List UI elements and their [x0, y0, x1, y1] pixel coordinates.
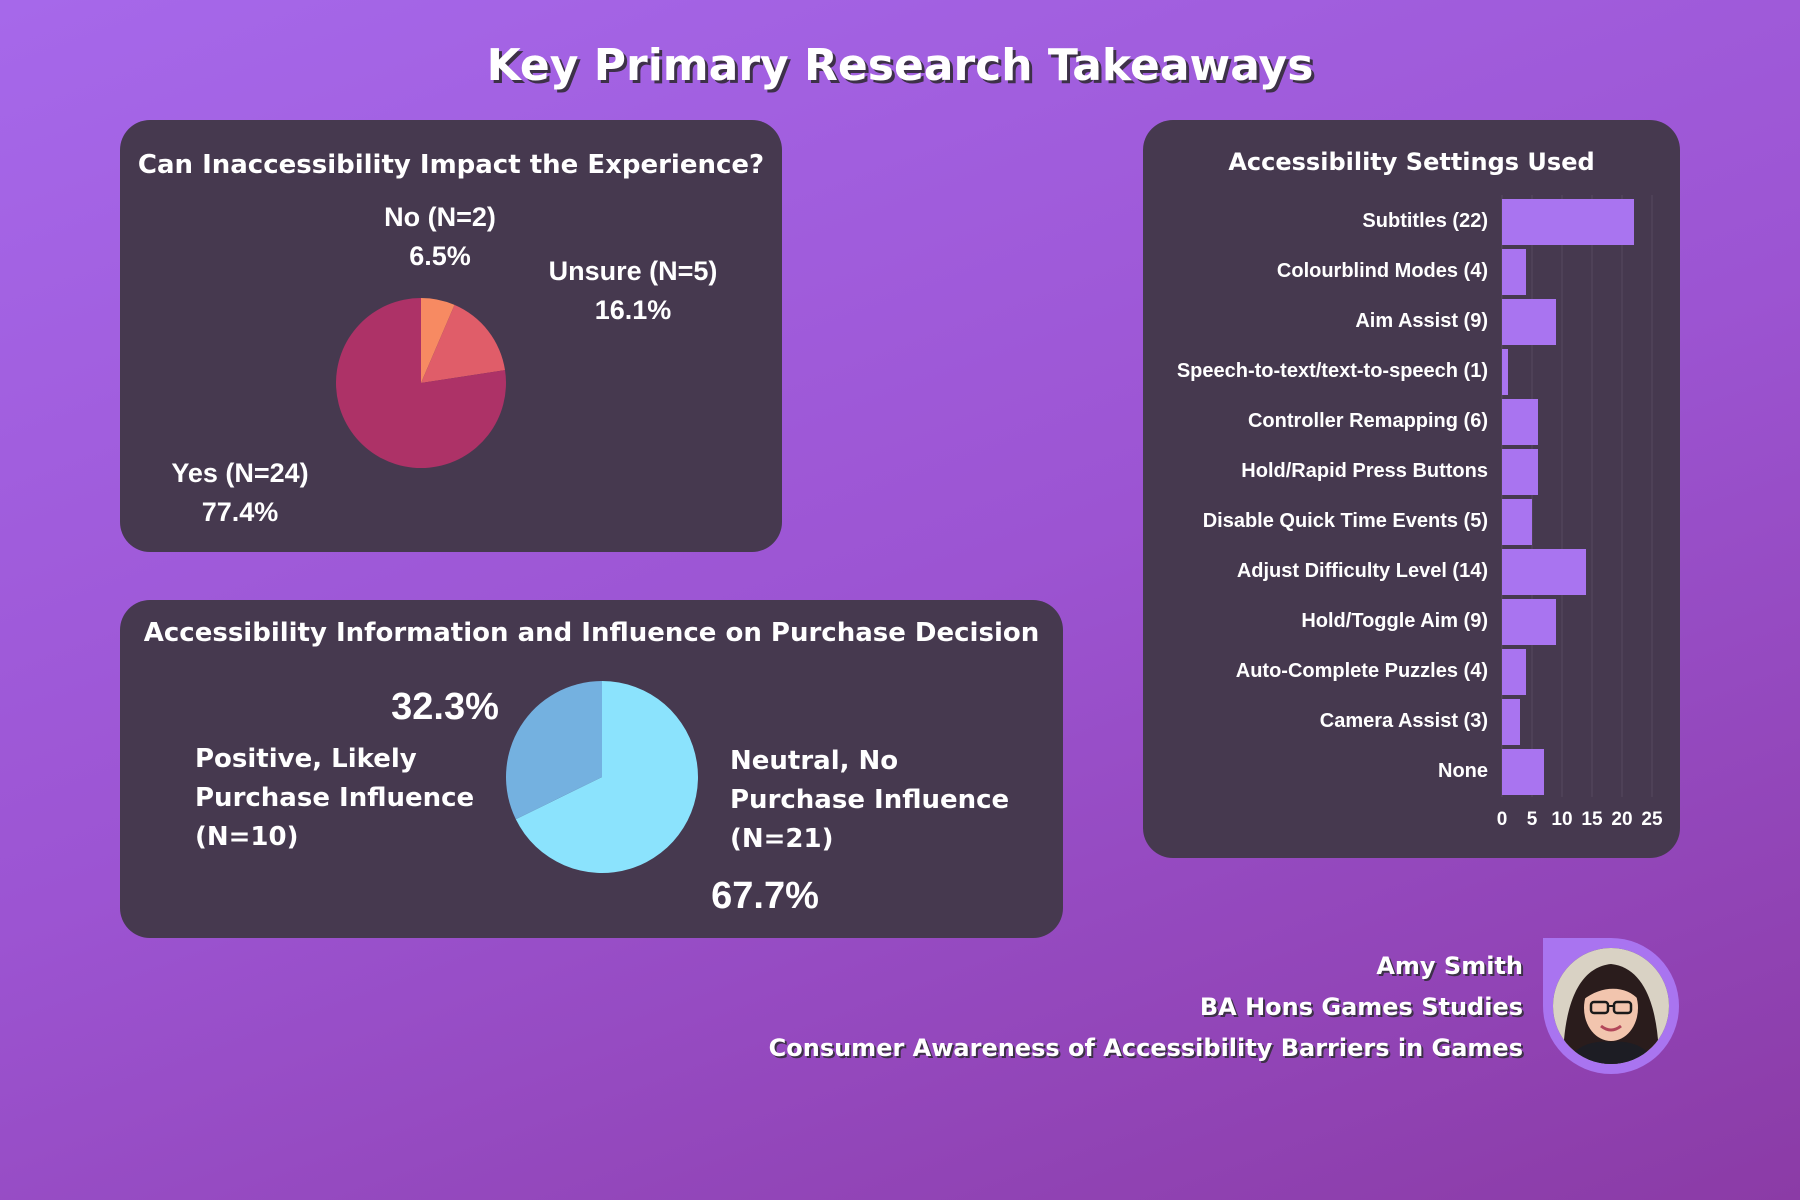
bar-category-label: Hold/Rapid Press Buttons: [1241, 460, 1488, 482]
pie-slice-unsure: [421, 304, 506, 383]
pie-label-neutral-name: Neutral, No Purchase Influence (N=21): [730, 746, 1010, 854]
bar-labels: Subtitles (22) Colourblind Modes (4) Aim A…: [1143, 120, 1488, 858]
author-course: BA Hons Games Studies: [1199, 993, 1523, 1021]
bar-category-label: Disable Quick Time Events (5): [1202, 510, 1488, 532]
bar-category-label: Aim Assist (9): [1355, 310, 1488, 332]
pie-label-yes: Yes (N=24) 77.4%: [155, 458, 325, 528]
impact-chart-title: Can Inaccessibility Impact the Experienc…: [137, 150, 765, 180]
avatar-photo: [1553, 948, 1669, 1064]
bar-category-label: Hold/Toggle Aim (9): [1301, 610, 1488, 632]
bar: [1502, 299, 1556, 345]
x-tick-label: 25: [1641, 809, 1663, 830]
pie-slice-yes: [336, 298, 506, 468]
pie-slice-no: [421, 298, 455, 383]
x-axis-ticks: 0 5 10 15 20 25: [1143, 120, 1680, 858]
pie-label-yes-percent: 77.4%: [201, 497, 279, 527]
x-tick-label: 20: [1611, 809, 1633, 830]
bar-category-label: None: [1438, 760, 1488, 782]
pie-label-neutral-percent: 67.7%: [711, 875, 819, 917]
bar-category-label: Speech-to-text/text-to-speech (1): [1176, 360, 1488, 382]
bar: [1502, 249, 1526, 295]
bar-category-label: Subtitles (22): [1362, 210, 1488, 232]
bar-category-label: Controller Remapping (6): [1247, 410, 1488, 432]
pie-label-unsure: Unsure (N=5) 16.1%: [528, 256, 738, 326]
bar-category-label: Camera Assist (3): [1319, 710, 1488, 732]
bar: [1502, 349, 1508, 395]
bar: [1502, 649, 1526, 695]
pie-label-no-name: No (N=2): [384, 202, 496, 232]
bar: [1502, 749, 1544, 795]
bar-category-label: Auto-Complete Puzzles (4): [1235, 660, 1488, 682]
pie-slice-positive: [505, 681, 602, 820]
pie-label-no: No (N=2) 6.5%: [355, 202, 525, 272]
influence-chart-panel: Accessibility Information and Influence …: [120, 600, 1063, 938]
impact-pie-chart: [336, 298, 506, 468]
pie-label-positive-percent: 32.3%: [391, 686, 499, 728]
page-title: Key Primary Research Takeaways: [486, 40, 1314, 91]
bar: [1502, 599, 1556, 645]
settings-chart-panel: Accessibility Settings Used Subtitles (2…: [1143, 120, 1680, 858]
pie-slice-neutral: [515, 681, 698, 873]
bar-category-label: Adjust Difficulty Level (14): [1236, 560, 1488, 582]
x-tick-label: 0: [1496, 809, 1508, 830]
pie-label-unsure-name: Unsure (N=5): [548, 256, 718, 286]
x-tick-label: 5: [1526, 809, 1538, 830]
pie-label-positive-name: Positive, Likely Purchase Influence (N=1…: [195, 744, 475, 852]
pie-label-no-percent: 6.5%: [409, 241, 471, 271]
author-name: Amy Smith: [1376, 952, 1523, 980]
project-title: Consumer Awareness of Accessibility Barr…: [768, 1034, 1523, 1062]
bar-category-label: Colourblind Modes (4): [1276, 260, 1488, 282]
pie-label-yes-name: Yes (N=24): [171, 458, 309, 488]
bar: [1502, 199, 1634, 245]
impact-chart-panel: Can Inaccessibility Impact the Experienc…: [120, 120, 782, 552]
avatar-portrait: [1553, 948, 1669, 1064]
x-tick-label: 15: [1581, 809, 1603, 830]
settings-bar-chart: [1501, 195, 1653, 797]
x-tick-label: 10: [1551, 809, 1573, 830]
bar: [1502, 699, 1520, 745]
influence-pie-chart: [505, 681, 698, 873]
pie-label-unsure-percent: 16.1%: [594, 295, 672, 325]
settings-chart-title: Accessibility Settings Used: [1228, 148, 1595, 176]
bar: [1502, 549, 1586, 595]
bar: [1502, 499, 1532, 545]
bar: [1502, 449, 1538, 495]
bar: [1502, 399, 1538, 445]
avatar: [1543, 938, 1679, 1074]
influence-chart-title: Accessibility Information and Influence …: [143, 618, 1040, 648]
